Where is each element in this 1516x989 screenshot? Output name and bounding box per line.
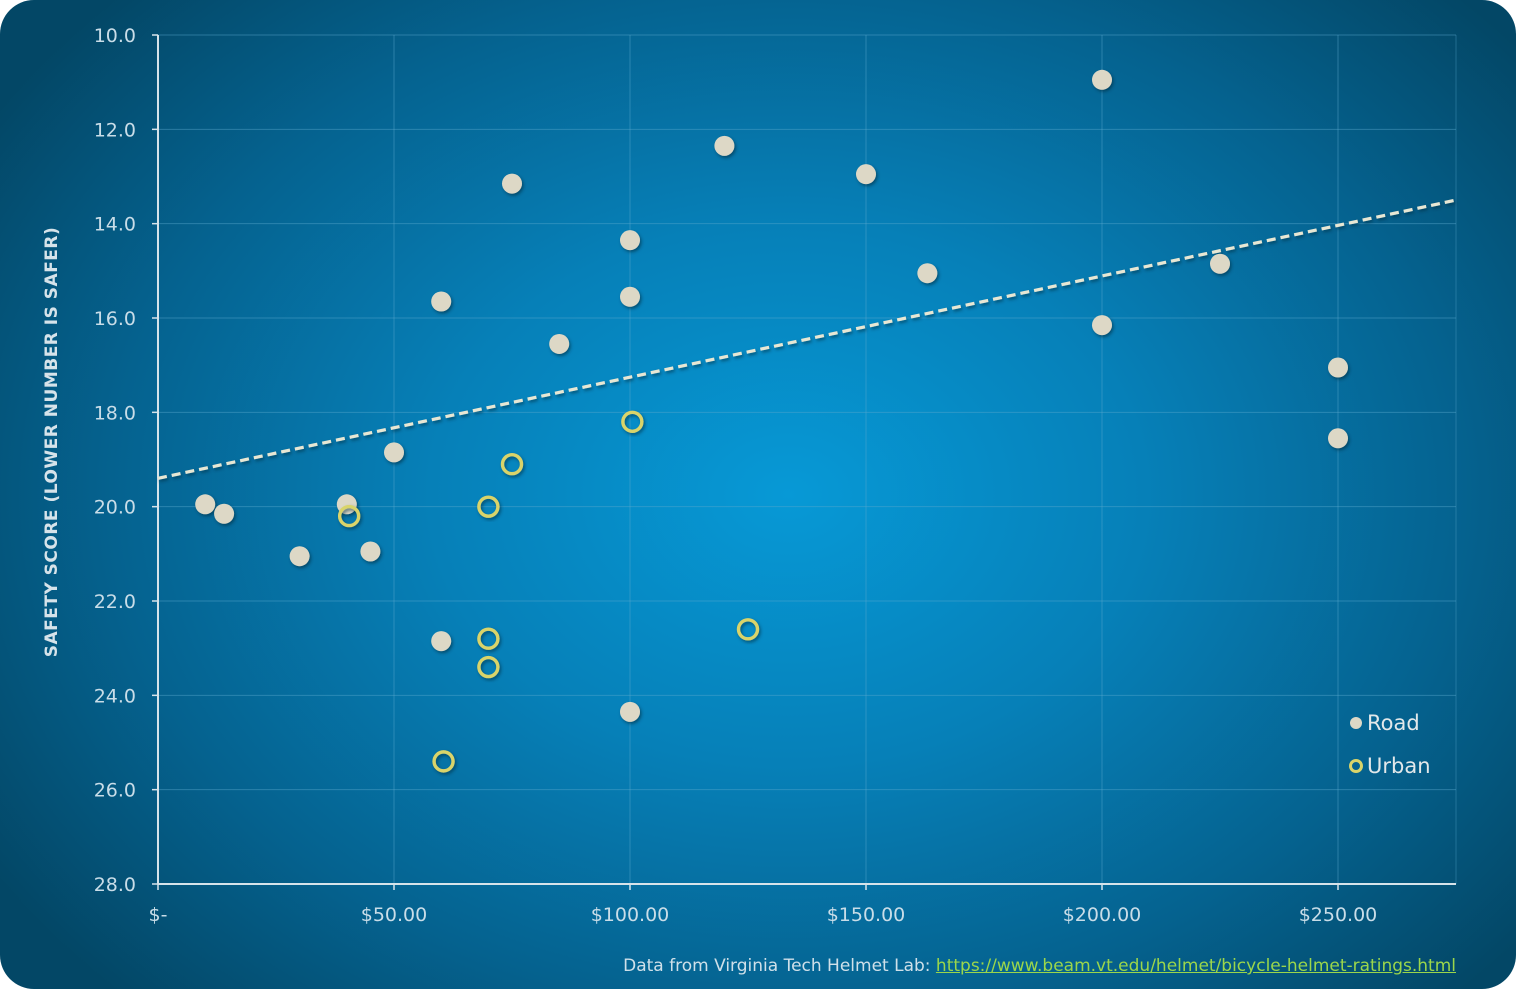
- urban-point: [477, 655, 500, 679]
- y-tick-label: 20.0: [94, 497, 136, 519]
- y-tick-label: 14.0: [94, 214, 136, 236]
- y-tick-label: 26.0: [94, 780, 136, 802]
- axes: [152, 34, 1456, 890]
- road-point: [1328, 428, 1348, 449]
- y-tick-label: 16.0: [94, 308, 136, 330]
- tick-labels: 10.0 12.0 14.0 16.0 18.0 20.0 22.0 24.0 26.0 28.0…: [94, 25, 1378, 926]
- source-credit: Data from Virginia Tech Helmet Lab: http…: [623, 956, 1456, 976]
- urban-point: [477, 495, 500, 518]
- road-point: [1210, 253, 1230, 274]
- data-points: [195, 69, 1348, 773]
- road-point: [214, 503, 235, 524]
- road-point: [856, 164, 876, 185]
- y-tick-label: 10.0: [94, 25, 136, 47]
- urban-point: [736, 618, 760, 641]
- road-point: [620, 701, 640, 722]
- y-tick-label: 18.0: [94, 402, 136, 424]
- x-tick-label: $100.00: [591, 904, 670, 926]
- road-point: [502, 173, 522, 194]
- legend-road-label: Road: [1367, 711, 1420, 735]
- trendline: [157, 198, 1457, 480]
- gridlines: [158, 34, 1457, 884]
- y-tick-label: 28.0: [94, 874, 136, 896]
- urban-point: [432, 750, 455, 773]
- x-tick-label: $-: [149, 904, 168, 926]
- x-tick-label: $200.00: [1063, 904, 1142, 926]
- urban-point: [500, 453, 524, 476]
- road-point: [431, 631, 452, 652]
- road-point: [714, 135, 735, 156]
- x-tick-label: $150.00: [827, 904, 906, 926]
- urban-point: [621, 410, 644, 433]
- road-point: [1328, 357, 1348, 378]
- road-point: [1092, 69, 1112, 90]
- legend: Road Urban: [1349, 711, 1431, 778]
- urban-point: [477, 627, 500, 650]
- road-point: [1092, 315, 1112, 336]
- urban-point: [337, 504, 361, 528]
- y-tick-label: 22.0: [94, 591, 136, 613]
- road-point: [620, 230, 640, 251]
- road-point: [360, 541, 381, 562]
- trendline-path: [157, 198, 1457, 480]
- road-point: [195, 494, 216, 515]
- source-link[interactable]: https://www.beam.vt.edu/helmet/bicycle-h…: [935, 956, 1456, 976]
- road-point: [289, 546, 310, 567]
- road-point: [620, 286, 640, 307]
- y-axis-label: SAFETY SCORE (LOWER NUMBER IS SAFER): [42, 227, 62, 658]
- road-point: [431, 291, 452, 312]
- x-tick-label: $250.00: [1299, 904, 1378, 926]
- road-point: [917, 263, 938, 284]
- y-tick-label: 12.0: [94, 119, 136, 141]
- road-point: [549, 333, 570, 354]
- legend-urban-label: Urban: [1367, 754, 1431, 778]
- x-tick-label: $50.00: [361, 904, 427, 926]
- source-text: Data from Virginia Tech Helmet Lab:: [623, 956, 936, 976]
- road-point: [384, 442, 404, 463]
- legend-road-marker: [1350, 717, 1362, 729]
- y-tick-label: 24.0: [94, 685, 136, 707]
- legend-urban-marker: [1349, 759, 1363, 773]
